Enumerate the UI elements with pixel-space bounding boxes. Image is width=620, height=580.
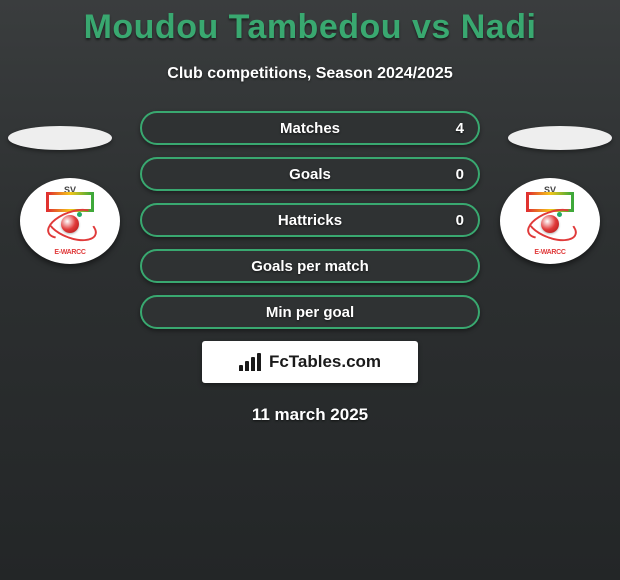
left-club-logo: SV E-WARCC (20, 178, 120, 264)
footer-date: 11 march 2025 (0, 405, 620, 425)
stat-row-matches: Matches 4 (140, 111, 480, 145)
brand-name: FcTables.com (269, 352, 381, 372)
stat-label: Hattricks (278, 212, 342, 229)
stat-row-min-per-goal: Min per goal (140, 295, 480, 329)
page-subtitle: Club competitions, Season 2024/2025 (0, 65, 620, 83)
stat-label: Min per goal (266, 304, 354, 321)
stat-value: 0 (456, 212, 464, 229)
stat-value: 4 (456, 120, 464, 137)
stat-label: Goals (289, 166, 331, 183)
logo-bottom-text: E-WARCC (54, 249, 85, 256)
stat-row-goals-per-match: Goals per match (140, 249, 480, 283)
stat-label: Matches (280, 120, 340, 137)
logo-ball-icon (61, 215, 79, 233)
stat-row-hattricks: Hattricks 0 (140, 203, 480, 237)
right-placeholder-ellipse (508, 126, 612, 150)
left-placeholder-ellipse (8, 126, 112, 150)
brand-badge[interactable]: FcTables.com (202, 341, 418, 383)
stat-row-goals: Goals 0 (140, 157, 480, 191)
logo-ball-icon (541, 215, 559, 233)
logo-bottom-text: E-WARCC (534, 249, 565, 256)
page-title: Moudou Tambedou vs Nadi (0, 0, 620, 47)
stat-label: Goals per match (251, 258, 369, 275)
bar-chart-icon (239, 353, 263, 371)
right-club-logo: SV E-WARCC (500, 178, 600, 264)
stats-panel: Matches 4 Goals 0 Hattricks 0 Goals per … (140, 111, 480, 329)
stat-value: 0 (456, 166, 464, 183)
